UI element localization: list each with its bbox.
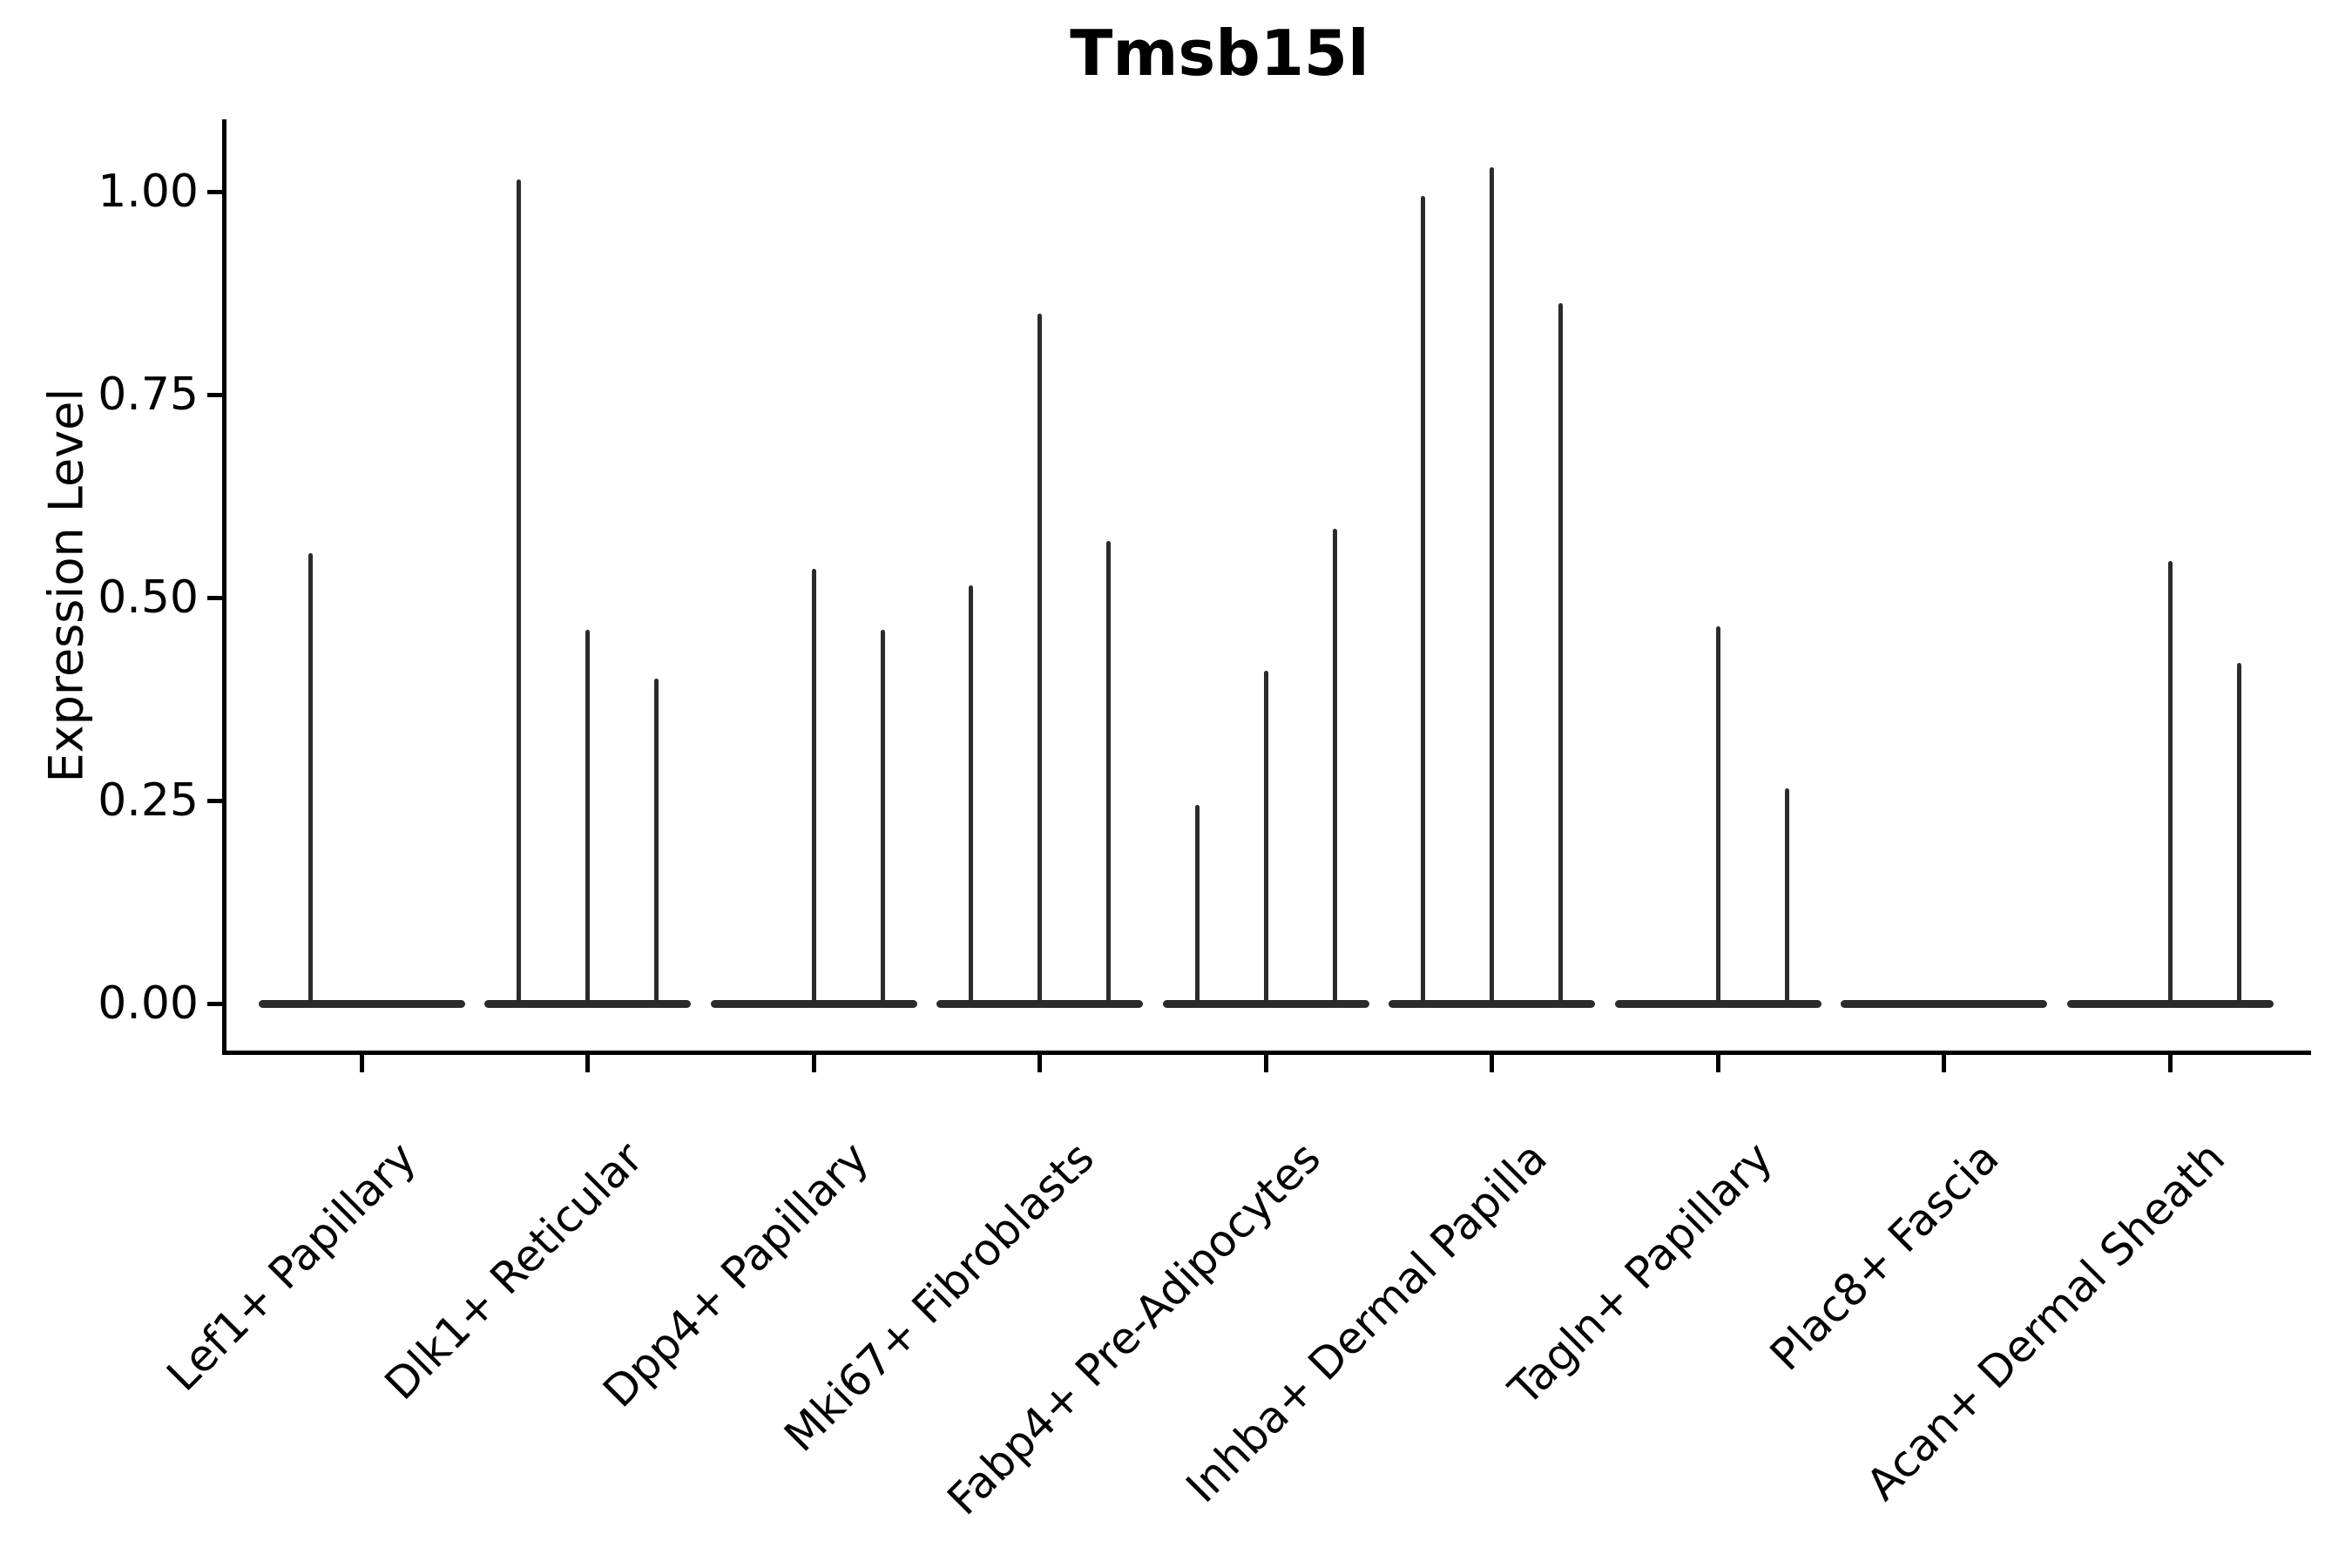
x-tick-mark [1263, 1055, 1268, 1072]
violin-spike [1784, 788, 1789, 1004]
y-tick-mark [207, 1001, 223, 1006]
x-tick-mark [1037, 1055, 1042, 1072]
x-tick-mark [2167, 1055, 2173, 1072]
x-tick-label: Lef1+ Papillary [157, 1132, 426, 1401]
x-tick-mark [585, 1055, 590, 1072]
violin-spike [654, 679, 659, 1004]
violin-spike [2236, 662, 2241, 1004]
violin-spike [1490, 167, 1494, 1004]
violin-spike [1263, 670, 1268, 1004]
y-tick-mark [207, 392, 223, 397]
violin-spike [1194, 804, 1200, 1004]
violin-spike [1421, 195, 1425, 1004]
y-tick-label: 1.00 [98, 166, 199, 218]
x-tick-label: Plac8+ Fascia [1760, 1132, 2009, 1381]
violin-body [258, 1000, 465, 1008]
violin-spike [517, 179, 521, 1004]
violin-spike [585, 630, 590, 1004]
violin-spike [1558, 302, 1563, 1004]
x-tick-label: Fabp4+ Pre-Adipocytes [937, 1132, 1330, 1525]
violin-spike [1332, 528, 1337, 1004]
x-tick-mark [359, 1055, 364, 1072]
violin-spike [969, 585, 973, 1004]
y-tick-mark [207, 189, 223, 194]
x-axis-spine [222, 1051, 2311, 1055]
violin-spike [308, 552, 313, 1004]
y-tick-label: 0.50 [98, 571, 199, 624]
y-axis-spine [222, 119, 226, 1055]
y-tick-mark [207, 595, 223, 600]
violin-body [1841, 1000, 2047, 1008]
y-tick-label: 0.25 [98, 774, 199, 827]
x-tick-mark [1715, 1055, 1720, 1072]
y-tick-label: 0.75 [98, 368, 199, 421]
y-tick-label: 0.00 [98, 977, 199, 1030]
y-tick-mark [207, 798, 223, 803]
violin-spike [2167, 561, 2173, 1004]
violin-spike [1715, 625, 1720, 1004]
x-tick-mark [811, 1055, 816, 1072]
violin-spike [1037, 313, 1042, 1004]
x-tick-mark [1942, 1055, 1946, 1072]
violin-spike [880, 630, 885, 1004]
plot-title: Tmsb15l [1070, 17, 1369, 90]
violin-spike [811, 569, 816, 1004]
violin-spike [1106, 540, 1111, 1004]
x-tick-mark [1490, 1055, 1494, 1072]
